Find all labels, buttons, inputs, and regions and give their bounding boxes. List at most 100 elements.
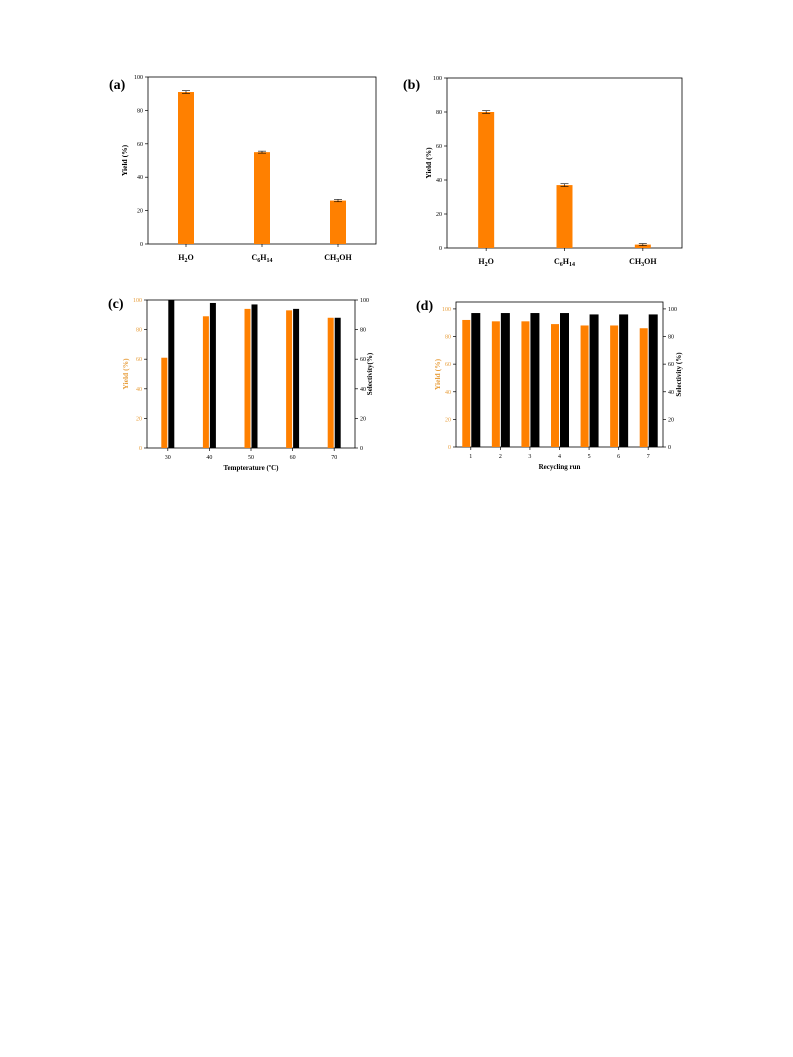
bar-yield [178, 92, 194, 244]
y2-tick-label: 0 [360, 446, 363, 452]
bar-yield [521, 321, 530, 447]
bar-selectivity [209, 302, 216, 448]
y2-tick-label: 80 [360, 328, 366, 334]
chart-panel-c: (c) 0 20 40 60 80 100 0 20 40 60 80 100 Yield (%) Sele… [108, 297, 374, 472]
x-tick-label-part: 2 [485, 262, 488, 268]
x-tick-label-part: O [488, 257, 494, 266]
x-tick-label-part: OH [644, 257, 657, 266]
y2-tick-label: 60 [360, 357, 366, 363]
panel-label: (a) [109, 78, 126, 93]
x-tick-label: C6H14 [554, 257, 575, 268]
y-tick-label: 0 [448, 445, 451, 451]
x-tick-label-part: CH [324, 253, 337, 262]
x-tick-label-part: C [251, 253, 257, 262]
y2-tick-label: 80 [668, 335, 674, 341]
y2-tick-label: 20 [668, 417, 674, 423]
x-tick-label: H2O [478, 257, 493, 268]
bar-selectivity [619, 314, 629, 447]
y-tick-label: 20 [136, 416, 142, 422]
bar-yield [580, 325, 589, 447]
y-tick-label: 40 [136, 387, 142, 393]
y2-tick-label: 100 [360, 298, 369, 304]
bar-yield [634, 244, 651, 248]
y-tick-label: 20 [137, 209, 143, 215]
bar-selectivity [334, 317, 341, 448]
bar-selectivity [471, 313, 481, 447]
bar-yield [610, 325, 619, 447]
x-tick-label-part: C [554, 257, 560, 266]
x-tick-label-part: O [188, 253, 194, 262]
x-tick-label: 3 [528, 454, 531, 460]
plot-frame [455, 301, 664, 448]
bar-yield [161, 357, 168, 448]
x-tick-label-part: 3 [641, 262, 644, 268]
x-tick-label: 70 [331, 455, 337, 461]
plot-frame [146, 299, 356, 449]
y-tick-label: 60 [136, 357, 142, 363]
bar-yield [462, 319, 471, 447]
y2-tick-label: 40 [360, 387, 366, 393]
x-tick-label-part: 14 [569, 262, 575, 268]
x-tick-label: 1 [469, 454, 472, 460]
x-tick-label: 2 [499, 454, 502, 460]
x-axis-title: Recycling run [539, 463, 581, 471]
y-tick-label: 60 [445, 362, 451, 368]
y-tick-label: 20 [436, 212, 442, 218]
x-tick-label: CH3OH [629, 257, 657, 268]
y-axis-title: Yield (%) [433, 358, 442, 390]
x-tick-label: 30 [165, 455, 171, 461]
y-tick-label: 40 [445, 390, 451, 396]
x-tick-label-part: H [178, 253, 185, 262]
y-tick-label: 100 [134, 75, 143, 81]
bar-selectivity [530, 313, 540, 447]
bar-yield [639, 328, 648, 447]
bar-selectivity [589, 314, 599, 447]
bar-yield [244, 308, 251, 448]
y-tick-label: 80 [136, 328, 142, 334]
y-tick-label: 100 [133, 298, 142, 304]
x-tick-label-part: H [563, 257, 570, 266]
bar-selectivity [168, 300, 175, 448]
bar-yield [254, 152, 270, 244]
bar-selectivity [293, 308, 300, 448]
y2-tick-label: 60 [668, 362, 674, 368]
y-tick-label: 100 [433, 76, 442, 82]
y-tick-label: 100 [442, 307, 451, 313]
x-tick-label-part: CH [629, 257, 642, 266]
panel-label: (c) [108, 297, 124, 312]
x-tick-label-part: OH [339, 253, 352, 262]
y2-tick-label: 0 [668, 445, 671, 451]
chart-panel-d: (d) 0 20 40 60 80 100 0 20 40 60 80 100 Yield (%) Sele… [416, 299, 683, 471]
x-tick-label-part: 6 [560, 262, 563, 268]
y2-tick-label: 100 [668, 307, 677, 313]
x-tick-label-part: 3 [336, 258, 339, 264]
panel-label: (b) [403, 78, 420, 93]
y-tick-label: 40 [436, 178, 442, 184]
x-tick-label: 50 [248, 455, 254, 461]
y2-tick-label: 20 [360, 416, 366, 422]
x-tick-label: CH3OH [324, 253, 352, 264]
bar-selectivity [648, 314, 658, 447]
x-tick-label-part: 2 [185, 258, 188, 264]
bar-selectivity [500, 313, 510, 447]
bar-yield [556, 185, 573, 248]
x-tick-label-part: 14 [267, 258, 273, 264]
bar-yield [478, 112, 495, 248]
x-tick-label: 4 [558, 454, 561, 460]
y-tick-label: 60 [436, 144, 442, 150]
y-tick-label: 80 [436, 110, 442, 116]
y-axis-title: Yield (%) [424, 147, 433, 179]
bar-yield [286, 310, 293, 448]
x-tick-label: 40 [206, 455, 212, 461]
y2-tick-label: 40 [668, 390, 674, 396]
x-tick-label-part: H [478, 257, 485, 266]
x-tick-label: 60 [290, 455, 296, 461]
x-tick-label: H2O [178, 253, 193, 264]
y-tick-label: 40 [137, 175, 143, 181]
y2-axis-title: Selectivity(%) [366, 352, 374, 395]
y-tick-label: 80 [445, 335, 451, 341]
y2-axis-title: Selectivity (%) [675, 352, 683, 397]
